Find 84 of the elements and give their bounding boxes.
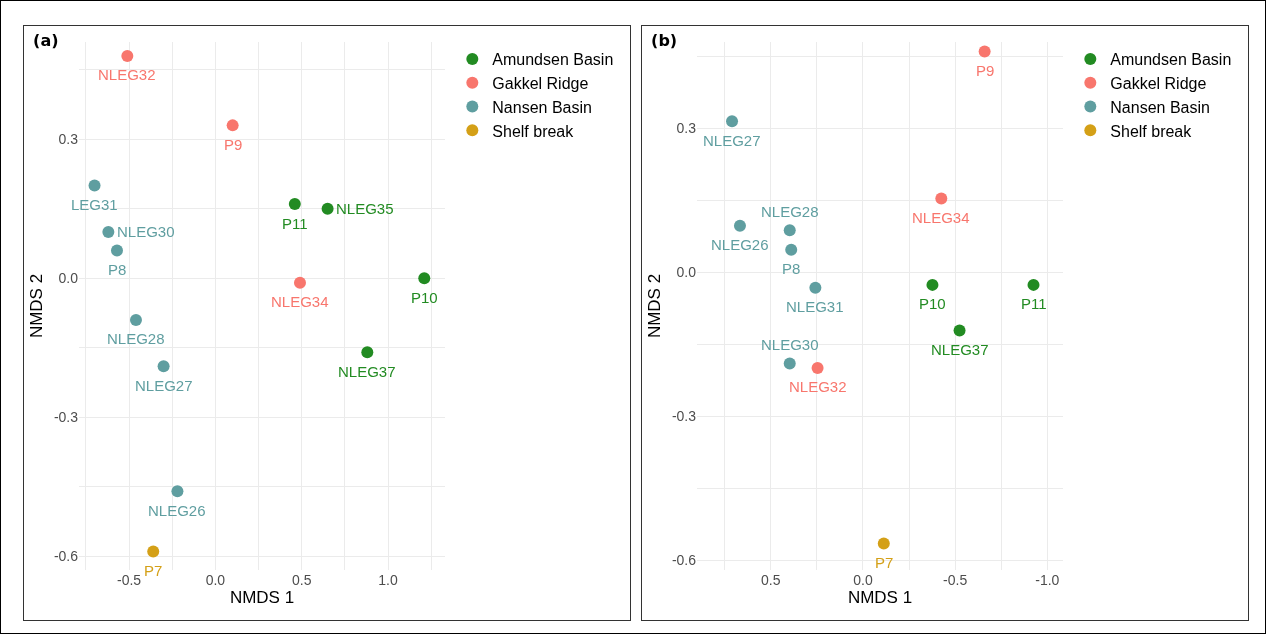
point [783,224,796,237]
chart-title: (a) [33,31,59,51]
y-tick-label: 0.0 [58,270,79,287]
x-tick-label: -1.0 [1035,572,1060,588]
point [418,272,431,285]
legend-label: Gakkel Ridge [492,74,589,92]
annotation: NLEG32 [98,66,156,83]
x-tick-label: 0.0 [205,572,226,588]
y-tick-label: 0.3 [676,120,697,137]
legend-label: Nansen Basin [1110,98,1210,116]
point [171,485,184,498]
x-tick-label: 0.0 [853,572,873,588]
annotation: NLEG26 [711,236,769,253]
point [1027,278,1040,291]
legend-label: Shelf break [492,122,575,140]
y-tick-label: -0.3 [53,409,79,426]
annotation: NLEG26 [148,502,206,519]
annotation: NLEG30 [761,336,819,353]
x-axis-title: NMDS 1 [847,588,913,608]
x-tick-label: -0.5 [117,572,142,588]
y-axis-title: NMDS 2 [27,273,47,339]
y-tick-label: 0.3 [58,131,79,148]
x-tick-label: 1.0 [378,572,398,588]
annotation: NLEG32 [789,378,847,395]
annotation: P7 [875,554,894,571]
annotation: NLEG34 [912,209,970,226]
annotation: P9 [224,136,243,153]
point [809,281,822,294]
point [157,360,170,373]
annotation: NLEG31 [786,298,844,315]
annotation: NLEG37 [338,363,396,380]
point [110,244,123,257]
annotation: NLEG28 [107,330,165,347]
point [926,278,939,291]
point [288,198,301,211]
annotation: P10 [919,295,946,312]
annotation: P8 [782,260,801,277]
legend-label: Gakkel Ridge [1110,74,1207,92]
y-axis-title: NMDS 2 [645,273,665,339]
y-tick-label: -0.6 [671,552,697,569]
point [783,357,796,370]
annotation: P7 [144,562,163,579]
x-axis-title: NMDS 1 [229,588,295,608]
point [726,115,739,128]
y-tick-label: -0.6 [53,548,79,565]
legend-label: Amundsen Basin [1110,51,1232,69]
point [877,537,890,550]
annotation: P10 [411,289,438,306]
annotation: NLEG34 [271,293,329,310]
x-tick-label: 0.5 [761,572,781,588]
x-tick-label: 0.5 [291,572,312,588]
legend-label: Nansen Basin [492,98,592,116]
point [147,545,160,558]
point [361,346,374,359]
annotation: NLEG27 [703,132,761,149]
annotation: LEG31 [71,196,118,213]
point [129,313,142,326]
legend-label: Shelf break [1110,122,1193,140]
point [953,324,966,337]
chart-title: (b) [651,31,678,51]
annotation: NLEG37 [931,341,989,358]
y-tick-label: -0.3 [671,408,697,425]
annotation: NLEG27 [135,377,193,394]
point [935,192,948,205]
legend-label: Amundsen Basin [492,51,614,69]
point [978,45,991,58]
annotation: P8 [108,261,127,278]
annotation: P9 [976,62,995,79]
point [733,219,746,232]
point [321,202,334,215]
point [121,49,134,62]
point [88,179,101,192]
point [785,243,798,256]
annotation: NLEG30 [117,223,175,240]
point [102,225,115,238]
annotation: P11 [282,215,308,232]
point [226,119,239,132]
x-tick-label: -0.5 [943,572,968,588]
y-tick-label: 0.0 [676,264,697,281]
annotation: NLEG35 [336,200,394,217]
point [811,361,824,374]
annotation: NLEG28 [761,203,819,220]
point [293,276,306,289]
annotation: P11 [1021,295,1047,312]
